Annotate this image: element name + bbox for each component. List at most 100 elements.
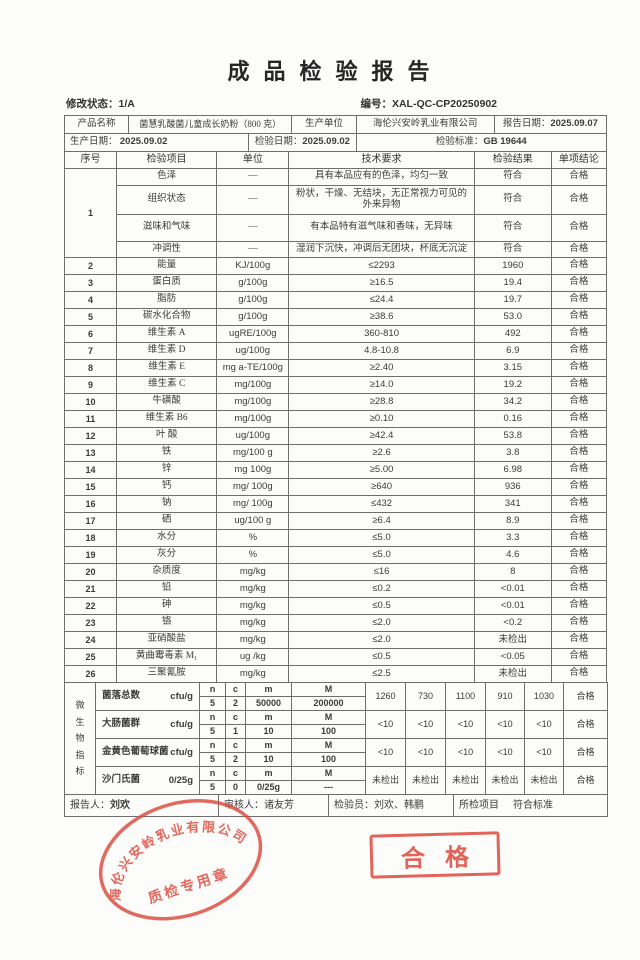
- table-row: 22 砷 mg/kg ≤0.5 <0.01 合格: [63, 597, 608, 615]
- table-row: 滋味和气味 — 有本品特有滋气味和香味，无异味 符合 合格: [65, 214, 608, 242]
- row-item: 水分: [116, 529, 218, 547]
- micro-result: <10: [405, 738, 446, 767]
- row-conclusion: 合格: [550, 631, 608, 649]
- row-unit: mg/100 g: [216, 444, 290, 462]
- row-requirement: ≤2.0: [288, 614, 475, 632]
- col-header-no: 序号: [63, 151, 118, 169]
- row-item: 脂肪: [116, 291, 218, 309]
- row-no: 3: [63, 274, 118, 292]
- row-item: 维生素 B6: [116, 410, 218, 428]
- row-no: 11: [63, 410, 118, 428]
- micro-result: 未检出: [365, 766, 406, 795]
- micro-row: 微 生 物 指 标菌落总数 cfu/g n c m M 1260 730 1100 910 1030…: [64, 682, 608, 795]
- row-requirement: ≤0.5: [288, 648, 475, 666]
- micro-plan-value: 0/25g: [245, 780, 292, 795]
- row-result: 符合: [473, 214, 552, 242]
- micro-plan-value: 100: [291, 724, 366, 739]
- micro-conclusion: 合格: [563, 766, 608, 795]
- micro-plan-value: 1: [225, 724, 246, 739]
- row-conclusion: 合格: [550, 614, 608, 632]
- micro-plan-value: 200000: [291, 696, 366, 711]
- row-unit: ug/100 g: [216, 512, 290, 530]
- row-conclusion: 合格: [550, 241, 608, 258]
- inspection-table: 序号 检验项目 单位 技术要求 检验结果 单项结论 1 色泽 — 具有本品应有的…: [63, 151, 608, 683]
- row-no: 5: [63, 308, 118, 326]
- row-requirement: 粉状，干燥、无结块，无正常视力可见的外来异物: [288, 185, 475, 215]
- checked-items-cell: 所检项目 符合标准: [453, 794, 608, 817]
- micro-plan-value: ---: [291, 780, 366, 795]
- row-item: 铁: [116, 444, 218, 462]
- micro-result: <10: [524, 710, 564, 739]
- report-date-cell: 报告日期：2025.09.07: [493, 115, 608, 134]
- row-requirement: 360-810: [288, 325, 475, 343]
- row-conclusion: 合格: [550, 546, 608, 564]
- standard-cell: 检验标准：GB 19644: [355, 133, 608, 152]
- report-date-value: 2025.09.07: [550, 118, 598, 130]
- row-item: 组织状态: [116, 185, 218, 215]
- signature-row: 报告人：刘欢 审核人：诸友芳 检验员：刘欢、韩鹏 所检项目 符合标准: [64, 794, 608, 817]
- report-number: 编号：XAL-QC-CP20250902: [360, 96, 497, 111]
- table-row: 19 灰分% ≤5.0 4.6 合格: [63, 546, 608, 564]
- checked-items-label: 所检项目: [459, 799, 499, 811]
- row-conclusion: 合格: [550, 495, 608, 513]
- info-row-1: 产品名称 菌慧乳酸菌儿童成长奶粉（800 克） 生产单位 海伦兴安岭乳业有限公司…: [63, 115, 608, 134]
- micro-plan-value: 10: [245, 724, 292, 739]
- col-header-unit: 单位: [216, 151, 290, 169]
- row-result: 3.8: [473, 444, 552, 462]
- micro-result: 1260: [365, 682, 406, 711]
- row-result: 341: [473, 495, 552, 513]
- row-no: 26: [63, 665, 118, 683]
- row-conclusion: 合格: [550, 597, 608, 615]
- table-row: 1 色泽 — 具有本品应有的色泽，均匀一致 符合 合格: [63, 168, 608, 258]
- row-result: 4.6: [473, 546, 552, 564]
- info-row-2: 生产日期： 2025.09.02 检验日期：2025.09.02 检验标准：GB…: [63, 133, 608, 152]
- table-row: 冲调性 — 湿润下沉快，冲调后无团块，杯底无沉淀 符合 合格: [65, 241, 608, 258]
- row-conclusion: 合格: [550, 325, 608, 343]
- seal-center-text: 质检专用章: [146, 865, 232, 907]
- row-conclusion: 合格: [550, 648, 608, 666]
- inspector-value: 刘欢、韩鹏: [374, 799, 424, 811]
- row-unit: —: [216, 185, 290, 215]
- reviewer-label: 审核人：: [224, 799, 264, 811]
- micro-result: <10: [445, 710, 486, 739]
- row-conclusion: 合格: [550, 580, 608, 598]
- micro-result: 1100: [445, 682, 486, 711]
- micro-result: 未检出: [524, 766, 564, 795]
- table-row: 16 钠 mg/ 100g ≤432 341 合格: [63, 495, 608, 513]
- row-conclusion: 合格: [550, 529, 608, 547]
- row-result: <0.01: [473, 597, 552, 615]
- row-item: 能量: [116, 257, 218, 275]
- row-conclusion: 合格: [550, 308, 608, 326]
- micro-row: 大肠菌群 cfu/g n c m M <10 <10 <10 <10 <10 合格: [65, 710, 608, 739]
- row-unit: g/100g: [216, 274, 290, 292]
- row-item: 灰分: [116, 546, 218, 564]
- row-requirement: ≥42.4: [288, 427, 475, 445]
- report-date-label: 报告日期：: [502, 119, 551, 130]
- row-no: 7: [63, 342, 118, 360]
- row-requirement: 具有本品应有的色泽，均匀一致: [288, 168, 475, 186]
- micro-item-unit: 0/25g: [168, 774, 193, 786]
- row-result: 19.7: [473, 291, 552, 309]
- row-unit: ug /kg: [216, 648, 290, 666]
- row-result: 19.2: [473, 376, 552, 394]
- micro-result: <10: [524, 738, 564, 767]
- micro-result: 未检出: [405, 766, 446, 795]
- inspection-date-cell: 检验日期：2025.09.02: [248, 133, 357, 152]
- row-item: 亚硝酸盐: [116, 631, 218, 649]
- row-conclusion: 合格: [550, 427, 608, 445]
- row-item: 维生素 D: [116, 342, 218, 360]
- table-row: 5 碳水化合物 g/100g ≥38.6 53.0 合格: [63, 308, 608, 326]
- table-row: 13 铁 mg/100 g ≥2.6 3.8 合格: [63, 444, 608, 462]
- row-unit: ugRE/100g: [216, 325, 290, 343]
- row-result: 8.9: [473, 512, 552, 530]
- row-unit: mg 100g: [216, 461, 290, 479]
- reviewer-cell: 审核人：诸友芳: [218, 794, 329, 817]
- row-no: 25: [63, 648, 118, 666]
- row-unit: mg/ 100g: [216, 478, 290, 496]
- row-conclusion: 合格: [550, 257, 608, 275]
- row-conclusion: 合格: [550, 342, 608, 360]
- row-result: 8: [473, 563, 552, 581]
- row-requirement: ≤2.0: [288, 631, 475, 649]
- micro-result: <10: [365, 710, 406, 739]
